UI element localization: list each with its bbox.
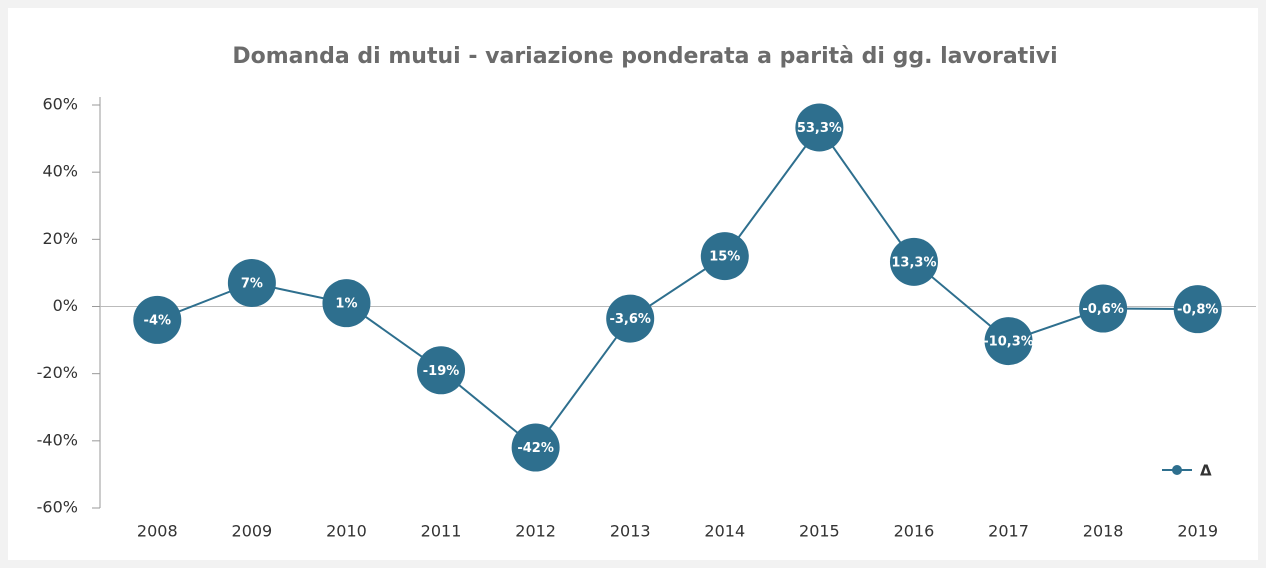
x-tick-label: 2009: [232, 522, 273, 541]
x-tick-label: 2019: [1177, 522, 1218, 541]
point: [606, 294, 655, 343]
point: [1079, 284, 1128, 333]
x-tick-label: 2013: [610, 522, 651, 541]
point: [322, 279, 371, 328]
data-label: -0,6%: [1082, 302, 1123, 317]
chart-title: Domanda di mutui - variazione ponderata …: [232, 44, 1057, 69]
point: [795, 103, 844, 152]
x-tick-label: 2012: [515, 522, 556, 541]
data-label: -0,8%: [1177, 303, 1218, 318]
x-tick-label: 2014: [704, 522, 745, 541]
point: [133, 295, 182, 344]
point: [417, 346, 466, 395]
y-tick-label: 40%: [42, 162, 78, 181]
x-tick-label: 2015: [799, 522, 840, 541]
point: [889, 237, 938, 286]
y-tick-label: 20%: [42, 229, 78, 248]
data-label: -42%: [517, 441, 554, 456]
legend-label: Δ: [1200, 462, 1212, 480]
data-label: 53,3%: [797, 121, 842, 136]
y-tick-label: 0%: [53, 296, 78, 315]
data-label: -3,6%: [609, 312, 650, 327]
y-tick-label: -20%: [37, 363, 78, 382]
point: [1173, 285, 1222, 334]
panel: [8, 8, 1258, 560]
y-tick-label: -40%: [37, 430, 78, 449]
data-label: -4%: [144, 313, 171, 328]
point: [511, 423, 560, 472]
legend-marker: [1172, 465, 1182, 475]
data-label: 13,3%: [891, 255, 936, 270]
data-label: -10,3%: [983, 335, 1034, 350]
data-label: 1%: [335, 297, 357, 312]
x-tick-label: 2008: [137, 522, 178, 541]
x-tick-label: 2011: [421, 522, 462, 541]
x-tick-label: 2018: [1083, 522, 1124, 541]
point: [227, 258, 276, 307]
y-tick-label: -60%: [37, 498, 78, 517]
data-label: -19%: [423, 364, 460, 379]
y-tick-label: 60%: [42, 95, 78, 114]
point: [984, 317, 1033, 366]
data-label: 7%: [241, 276, 263, 291]
point: [700, 232, 749, 281]
x-tick-label: 2016: [894, 522, 935, 541]
data-label: 15%: [709, 250, 740, 265]
x-tick-label: 2010: [326, 522, 367, 541]
x-tick-label: 2017: [988, 522, 1029, 541]
